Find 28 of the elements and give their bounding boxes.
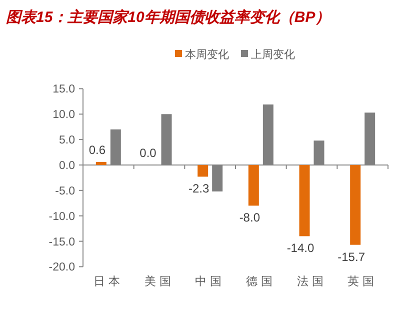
y-tick-label: 0.0 [59, 160, 75, 172]
title: 图表15：主要国家10年期国债收益率变化（BP） [6, 9, 330, 26]
y-tick-label: -5.0 [55, 185, 75, 198]
x-tick-label: 中国 [195, 275, 226, 288]
data-label: 0.0 [140, 146, 157, 160]
data-label: -15.7 [338, 250, 366, 264]
data-label: -14.0 [286, 241, 314, 256]
x-tick-label: 德国 [246, 275, 276, 288]
y-tick-label: -15.0 [48, 236, 75, 248]
x-tick-label: 美国 [144, 274, 174, 288]
data-label: 0.6 [88, 142, 106, 157]
bar [96, 162, 106, 165]
legend-label: 本周变化 [185, 48, 229, 61]
bar [299, 164, 310, 236]
data-label: -2.3 [188, 182, 210, 196]
y-tick-label: 10.0 [52, 109, 75, 122]
y-tick-label: 5.0 [59, 134, 75, 147]
y-tick-label: -20.0 [48, 262, 75, 274]
x-tick-label: 英国 [348, 275, 378, 288]
x-tick-label: 法国 [296, 275, 327, 288]
bar [350, 164, 361, 245]
data-label: -8.0 [239, 210, 260, 225]
legend-label: 上周变化 [251, 48, 295, 61]
y-tick-label: -10.0 [48, 210, 75, 223]
bar [248, 164, 259, 206]
x-tick-label: 日本 [93, 275, 124, 288]
y-tick-label: 15.0 [52, 84, 75, 96]
bar [198, 164, 208, 177]
